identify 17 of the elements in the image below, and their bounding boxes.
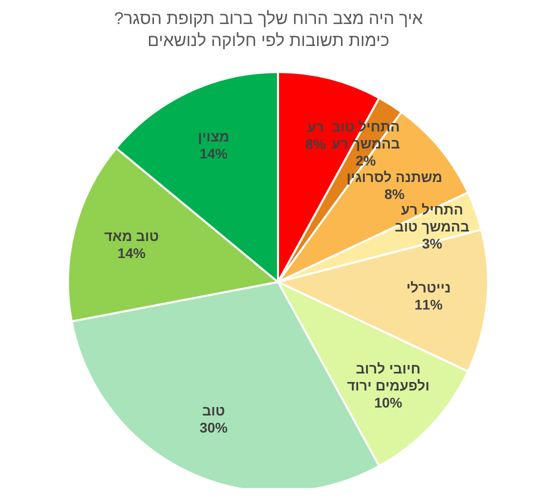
- slice-label: מצוין: [198, 128, 230, 145]
- slice-label: טוב מאד: [104, 228, 159, 244]
- slice-label: נייטרלי: [406, 280, 451, 296]
- slice-label: רע: [307, 119, 324, 136]
- chart-subtitle: כימות תשובות לפי חלוקה לנושאים: [146, 30, 390, 52]
- chart-title: איך היה מצב הרוח שלך ברוב תקופת הסגר?: [113, 8, 424, 30]
- data-label: 8%: [384, 186, 406, 202]
- data-label: 30%: [200, 419, 228, 436]
- slice-label: חיובי לרוב ולפעמים ירוד: [346, 360, 430, 394]
- slice-label: התחיל רע בהמשך טוב: [394, 202, 470, 235]
- data-label: 3%: [422, 236, 443, 252]
- data-label: 10%: [374, 394, 403, 411]
- data-label: 14%: [200, 146, 228, 162]
- data-label: 11%: [414, 296, 444, 313]
- data-label: 14%: [118, 244, 146, 261]
- slice-label: טוב: [202, 402, 226, 418]
- data-label: 8%: [305, 136, 326, 152]
